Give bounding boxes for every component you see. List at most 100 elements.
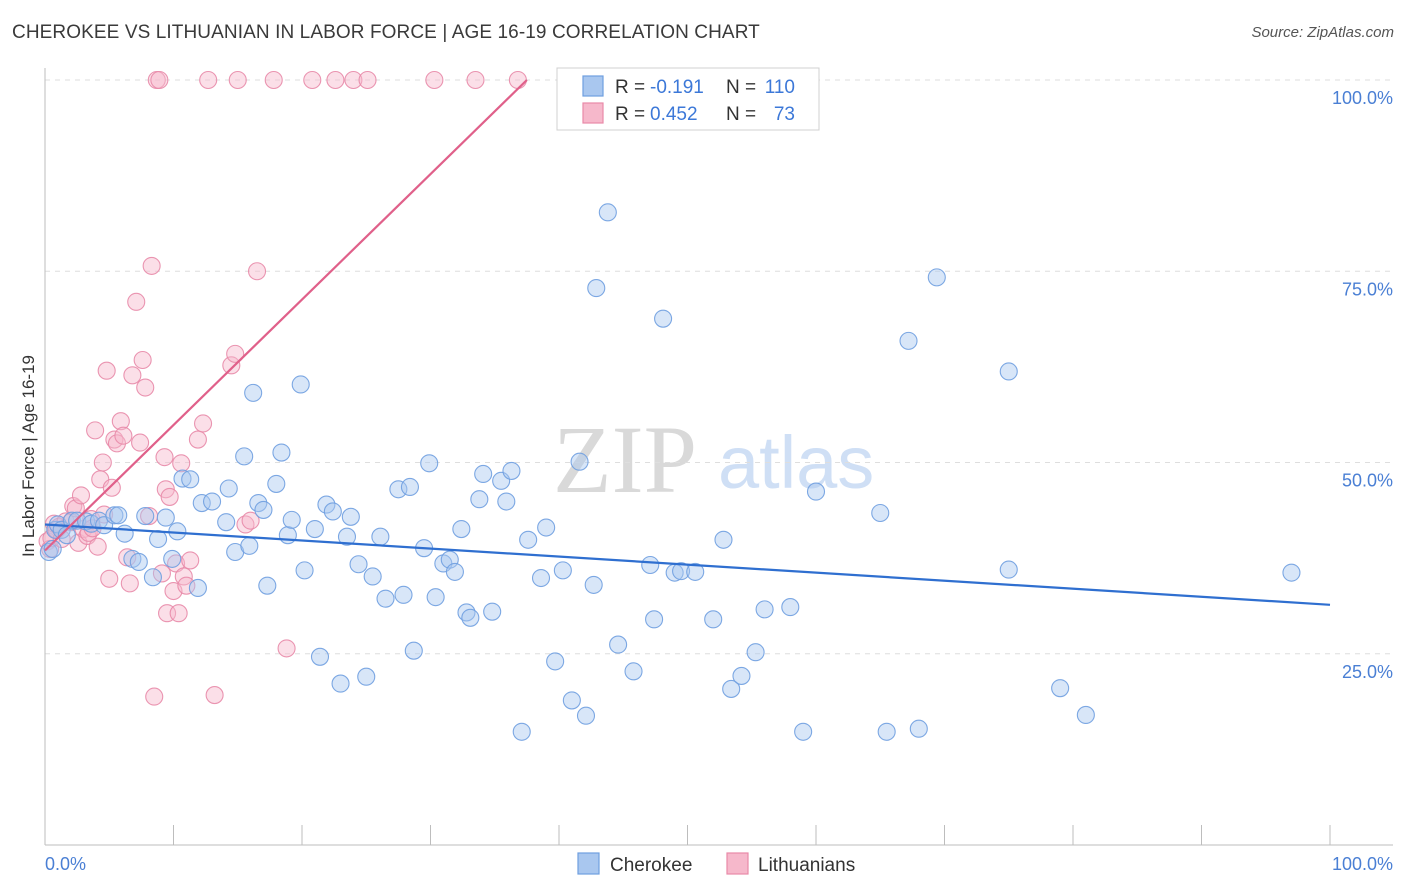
cherokee-point-96 [722,679,741,698]
cherokee-point-20 [156,508,175,527]
lithuanians-point-52 [177,576,196,595]
cherokee-point-90 [654,309,673,328]
lithuanians-point-25 [102,478,121,497]
cherokee-point-103 [871,503,890,523]
cherokee-point-37 [267,474,286,493]
lithuanians-point-58 [222,356,241,375]
legend-n-label-lithuanians: N = [726,104,756,125]
cherokee-point-81 [570,452,589,471]
cherokee-point-41 [291,375,310,394]
cherokee-point-46 [323,502,342,521]
cherokee-point-16 [129,552,148,572]
cherokee-point-56 [394,585,413,604]
lithuanians-point-50 [172,454,191,473]
cherokee-point-76 [531,568,551,588]
cherokee-point-93 [686,562,705,581]
cherokee-point-84 [587,279,606,298]
cherokee-point-73 [502,461,521,480]
lithuanians-trend-line [44,79,528,552]
series-legend-swatch-cherokee [577,852,600,875]
lithuanians-point-63 [247,262,267,281]
cherokee-point-100 [781,598,800,617]
cherokee-point-27 [203,492,222,511]
x-axis-ticks [44,825,1331,845]
cherokee-point-79 [553,561,572,580]
cherokee-point-52 [363,567,382,586]
cherokee-point-40 [282,510,301,529]
lithuanians-point-43 [155,448,174,467]
cherokee-point-24 [181,470,200,489]
cherokee-point-19 [149,529,168,549]
series-legend-label-cherokee: Cherokee [610,855,692,876]
cherokee-point-44 [310,647,330,666]
cherokee-point-54 [376,589,395,608]
cherokee-point-85 [598,203,617,222]
cherokee-point-110 [1051,679,1070,698]
cherokee-point-29 [219,479,238,498]
lithuanians-point-57 [205,686,224,705]
cherokee-point-107 [927,268,946,287]
cherokee-point-78 [546,652,565,671]
y-tick-label-75: 75.0% [1342,279,1393,299]
lithuanians-point-24 [100,569,119,588]
lithuanians-point-12 [71,486,91,505]
cherokee-point-86 [609,635,628,654]
lithuanians-point-72 [508,70,527,90]
lithuanians-points [38,70,527,706]
y-tick-label-100: 100.0% [1332,88,1393,108]
cherokee-point-102 [806,482,826,501]
cherokee-point-82 [576,706,596,725]
cherokee-point-43 [305,520,324,539]
lithuanians-point-67 [326,70,345,90]
legend-n-value-lithuanians: 73 [774,104,795,125]
lithuanians-point-36 [136,378,155,397]
cherokee-points [39,203,1301,741]
cherokee-point-12 [105,506,124,525]
legend-r-label-cherokee: R = [615,77,645,98]
lithuanians-point-53 [181,551,200,570]
cherokee-point-89 [645,610,664,629]
cherokee-point-95 [714,530,733,549]
cherokee-point-83 [584,575,603,594]
cherokee-point-49 [341,507,360,526]
cherokee-point-17 [136,506,155,526]
lithuanians-point-39 [145,687,164,706]
cherokee-point-72 [497,492,516,511]
cherokee-point-31 [235,447,254,466]
legend-swatch-lithuanians [582,102,604,124]
cherokee-point-33 [244,383,263,402]
cherokee-point-42 [295,561,314,580]
cherokee-point-38 [272,443,291,462]
cherokee-point-88 [641,555,660,575]
cherokee-point-61 [426,588,445,607]
cherokee-point-67 [461,608,480,627]
lithuanians-point-32 [123,366,142,385]
lithuanians-point-28 [111,412,130,431]
cherokee-point-1 [43,539,62,558]
lithuanians-point-70 [425,70,444,90]
legend-r-value-lithuanians: 0.452 [650,104,698,125]
lithuanians-point-29 [114,426,133,445]
cherokee-point-21 [163,549,182,568]
lithuanians-point-41 [150,70,169,90]
legend-n-label-cherokee: N = [726,77,756,98]
lithuanians-point-62 [241,511,260,530]
lithuanians-point-69 [358,70,377,90]
stats-legend: R = -0.191 N = 110 R = 0.452 N = 73 [556,67,820,131]
cherokee-point-98 [746,643,765,662]
cherokee-point-57 [400,477,419,497]
cherokee-point-92 [672,562,691,581]
lithuanians-point-23 [97,361,116,380]
cherokee-point-109 [999,560,1018,579]
cherokee-point-23 [173,469,192,488]
cherokee-point-13 [109,506,128,525]
cherokee-point-68 [470,490,489,509]
cherokee-point-35 [254,500,273,519]
lithuanians-point-65 [277,639,296,658]
legend-swatch-cherokee [582,75,604,97]
lithuanians-point-38 [142,256,161,275]
cherokee-point-101 [794,722,813,741]
cherokee-point-14 [115,524,134,543]
cherokee-point-50 [349,555,368,574]
